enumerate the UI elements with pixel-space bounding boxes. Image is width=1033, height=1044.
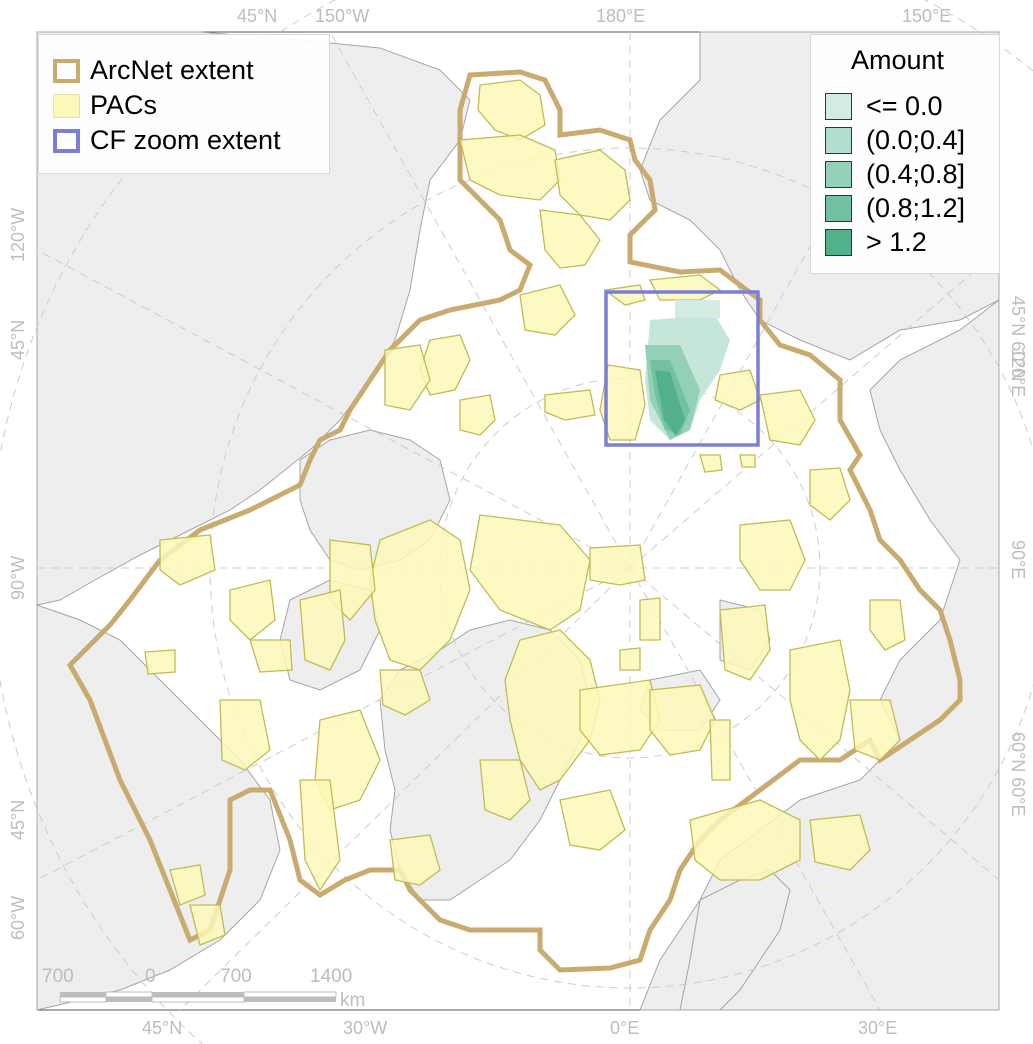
amount-swatch-1 [825, 93, 852, 120]
pacs-layer [144, 79, 906, 946]
scale-tick-3: 700 [220, 966, 252, 987]
cf-amount-cells [645, 300, 730, 440]
scale-tick-1: 700 [42, 966, 74, 987]
amount-legend-title: Amount [851, 45, 945, 75]
amount-label-1: <= 0.0 [866, 91, 943, 121]
label-left-2: 45°N [8, 320, 28, 360]
label-left-5: 60°W [8, 896, 28, 940]
label-right-2: 120°E [1008, 348, 1028, 397]
label-right-1: 45°N 60°N [1008, 296, 1028, 381]
scale-tick-2: 0 [145, 966, 156, 987]
pacs-label: PACs [90, 90, 158, 120]
cf-zoom-extent [604, 290, 760, 447]
arcnet-extent-label: ArcNet extent [90, 55, 254, 85]
amount-class-2: (0.0;0.4] [825, 125, 965, 156]
amount-class-3: (0.4;0.8] [825, 159, 965, 190]
legend-item-pacs: PACs [53, 90, 157, 121]
amount-label-4: (0.8;1.2] [866, 193, 966, 223]
amount-swatch-4 [825, 195, 852, 222]
amount-legend: Amount <= 0.0 (0.0;0.4] (0.4;0.8] (0.8;1… [810, 34, 1000, 274]
amount-swatch-2 [825, 127, 852, 154]
label-bottom-4: 30°E [858, 1018, 897, 1038]
pacs-swatch [53, 93, 80, 118]
arcnet-extent-swatch [53, 58, 80, 83]
amount-label-3: (0.4;0.8] [866, 159, 966, 189]
label-top-4: 150°E [902, 6, 951, 26]
scale-bar: 700 0 700 1400 km [42, 966, 365, 1011]
graticule-labels: 45°N 150°W 180°E 150°E 45°N 30°W 0°E 30°… [8, 6, 1028, 1038]
legend-item-arcnet-extent: ArcNet extent [53, 55, 254, 86]
amount-class-4: (0.8;1.2] [825, 193, 965, 224]
label-bottom-3: 0°E [610, 1018, 639, 1038]
legend-item-cf-zoom: CF zoom extent [53, 125, 281, 156]
scale-unit: km [340, 990, 365, 1011]
cf-zoom-label: CF zoom extent [90, 125, 281, 155]
label-top-1: 45°N [237, 6, 277, 26]
label-right-3: 90°E [1008, 540, 1028, 579]
scale-tick-4: 1400 [310, 966, 352, 987]
label-top-3: 180°E [596, 6, 645, 26]
label-bottom-1: 45°N [142, 1018, 182, 1038]
amount-swatch-5 [825, 229, 852, 256]
amount-label-2: (0.0;0.4] [866, 125, 966, 155]
cf-zoom-swatch [53, 128, 80, 153]
label-left-1: 120°W [8, 208, 28, 262]
amount-swatch-3 [825, 161, 852, 188]
arcnet-extent-outline [66, 69, 963, 973]
layers-legend: ArcNet extent PACs CF zoom extent [38, 34, 330, 174]
amount-class-1: <= 0.0 [825, 91, 943, 122]
amount-label-5: > 1.2 [866, 227, 927, 257]
label-left-4: 45°N [8, 800, 28, 840]
label-top-2: 150°W [315, 6, 369, 26]
label-left-3: 90°W [8, 556, 28, 600]
label-right-4: 60°N 60°E [1008, 732, 1028, 816]
amount-class-5: > 1.2 [825, 227, 927, 258]
label-bottom-2: 30°W [343, 1018, 387, 1038]
